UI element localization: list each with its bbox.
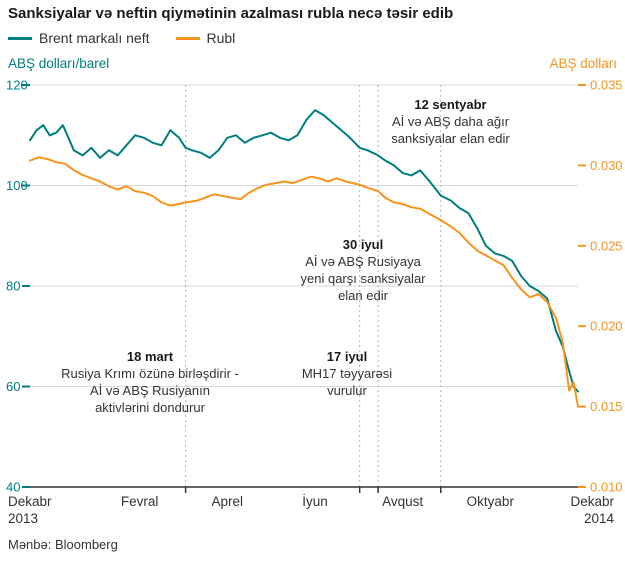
annotation-line: Aİ və ABŞ daha ağır [391, 114, 510, 129]
annotation-17-iyul: 17 iyul MH17 təyyarəsi vurulur [272, 348, 422, 399]
annotation-17-iyul-date: 17 iyul [326, 349, 368, 364]
annotation-line: MH17 təyyarəsi [301, 366, 393, 381]
svg-text:0.025: 0.025 [590, 238, 623, 253]
legend-label-brent: Brent markalı neft [39, 30, 150, 46]
legend-label-rubl: Rubl [206, 30, 236, 46]
svg-text:0.020: 0.020 [590, 319, 623, 334]
annotation-30-iyul: 30 iyul Aİ və ABŞ Rusiyaya yeni qarşı sa… [278, 236, 448, 304]
annotation-line: Aİ və ABŞ Rusiyanın [90, 383, 210, 398]
svg-text:Oktyabr: Oktyabr [467, 494, 515, 509]
svg-text:2014: 2014 [584, 511, 615, 526]
annotation-line: elan edir [338, 288, 388, 303]
legend-item-rubl: Rubl [175, 30, 236, 46]
source-credit: Mənbə: Bloomberg [8, 537, 118, 552]
brent-line-swatch [8, 36, 32, 40]
annotation-12-sentyabr: 12 sentyabr Aİ və ABŞ daha ağır sanksiya… [368, 96, 533, 147]
annotation-18-mart: 18 mart Rusiya Krımı özünə birləşdirir -… [30, 348, 270, 416]
annotation-line: aktivlərini dondurur [95, 400, 205, 415]
chart-title: Sanksiyalar və neftin qiymətinin azalmas… [8, 5, 454, 22]
svg-text:40: 40 [6, 480, 20, 495]
annotation-18-mart-date: 18 mart [126, 349, 174, 364]
svg-text:2013: 2013 [8, 511, 38, 526]
annotation-line: sanksiyalar elan edir [391, 131, 510, 146]
svg-text:80: 80 [6, 279, 20, 294]
right-axis-title: ABŞ dolları [549, 56, 617, 71]
rubl-line-swatch [175, 36, 200, 40]
annotation-line: Aİ və ABŞ Rusiyaya [305, 254, 421, 269]
svg-text:Avqust: Avqust [382, 494, 423, 509]
svg-text:Aprel: Aprel [212, 494, 244, 509]
svg-text:0.010: 0.010 [590, 480, 623, 495]
annotation-30-iyul-date: 30 iyul [342, 237, 384, 252]
annotation-line: Rusiya Krımı özünə birləşdirir - [61, 366, 239, 381]
annotation-line: yeni qarşı sanksiyalar [300, 271, 426, 286]
svg-text:0.035: 0.035 [590, 78, 623, 93]
svg-text:0.030: 0.030 [590, 158, 623, 173]
legend: Brent markalı neft Rubl [8, 30, 235, 46]
svg-text:Fevral: Fevral [121, 494, 159, 509]
svg-text:100: 100 [6, 178, 28, 193]
svg-text:Dekabr: Dekabr [570, 494, 614, 509]
svg-text:120: 120 [6, 78, 28, 93]
annotation-12-sentyabr-date: 12 sentyabr [414, 97, 487, 112]
svg-text:İyun: İyun [302, 494, 328, 509]
left-axis-title: ABŞ dolları/barel [8, 56, 110, 71]
legend-item-brent: Brent markalı neft [8, 30, 150, 46]
svg-text:60: 60 [6, 379, 20, 394]
annotation-line: vurulur [327, 383, 367, 398]
svg-text:Dekabr: Dekabr [8, 494, 52, 509]
svg-text:0.015: 0.015 [590, 399, 623, 414]
